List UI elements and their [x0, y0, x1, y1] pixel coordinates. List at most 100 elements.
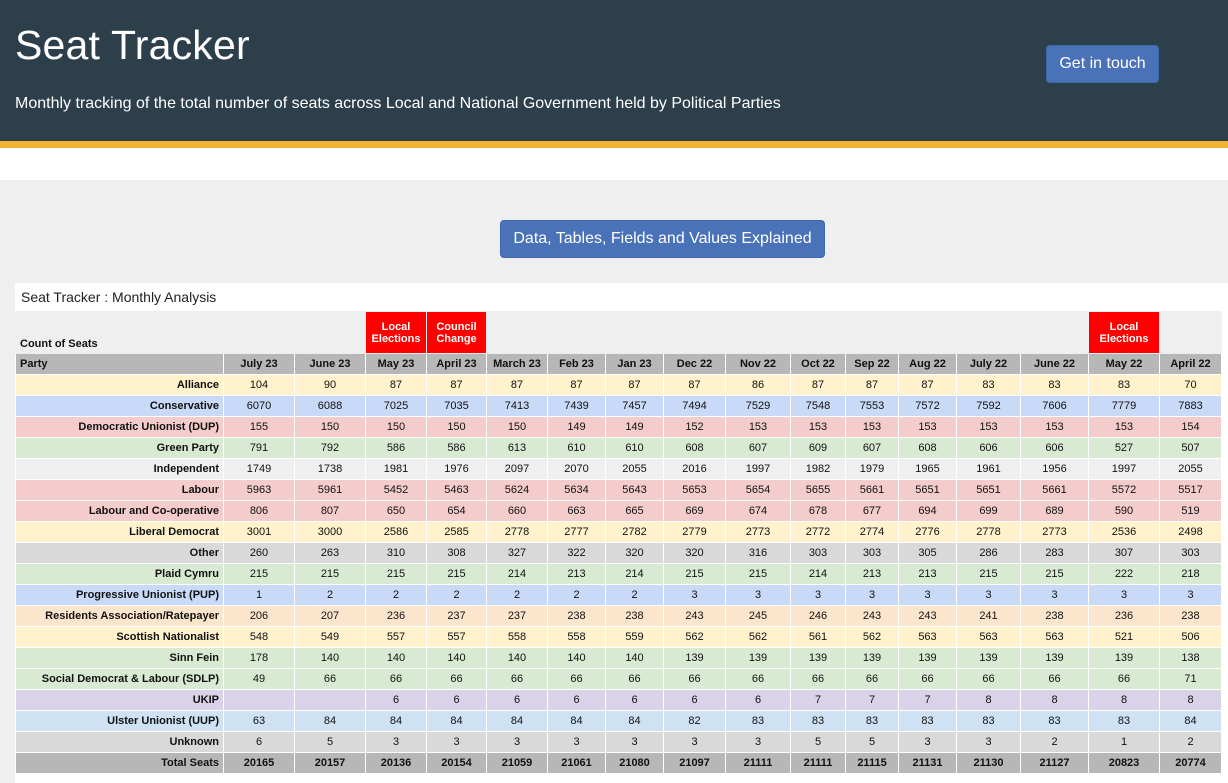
- seat-count-cell: 84: [294, 710, 366, 732]
- seat-count-cell: 305: [898, 542, 957, 564]
- seat-count-cell: 215: [223, 563, 295, 585]
- seat-count-cell: 3: [1088, 584, 1160, 606]
- seat-count-cell: 6: [547, 689, 606, 711]
- seat-count-cell: 206: [223, 605, 295, 627]
- seat-count-cell: 6: [605, 689, 664, 711]
- seat-count-cell: 327: [486, 542, 548, 564]
- event-empty-cell: [547, 311, 606, 354]
- seat-count-cell: 87: [426, 374, 487, 396]
- seat-count-cell: 3001: [223, 521, 295, 543]
- table-row: Alliance 104 90 87 87 87 87 87 87 86 87 87 87 83 83 83 7…: [15, 374, 1222, 396]
- seat-count-cell: 245: [725, 605, 791, 627]
- seat-count-cell: 2585: [426, 521, 487, 543]
- seat-count-cell: 87: [663, 374, 726, 396]
- seat-count-cell: 549: [294, 626, 366, 648]
- seat-count-cell: 87: [605, 374, 664, 396]
- seat-count-cell: 7529: [725, 395, 791, 417]
- seat-count-cell: 3: [1020, 584, 1089, 606]
- seat-count-cell: 237: [486, 605, 548, 627]
- seat-count-cell: 83: [956, 374, 1021, 396]
- seat-count-cell: 1956: [1020, 458, 1089, 480]
- seat-count-cell: 150: [486, 416, 548, 438]
- seat-count-cell: 548: [223, 626, 295, 648]
- seat-count-cell: 2773: [1020, 521, 1089, 543]
- seat-count-cell: 154: [1159, 416, 1222, 438]
- total-cell: 21061: [547, 752, 606, 774]
- seat-count-cell: 7553: [845, 395, 899, 417]
- seat-count-cell: 3: [790, 584, 846, 606]
- event-empty-cell: [725, 311, 791, 354]
- seat-count-cell: 2778: [486, 521, 548, 543]
- data-explained-button[interactable]: Data, Tables, Fields and Values Explaine…: [500, 220, 825, 258]
- event-empty-cell: [956, 311, 1021, 354]
- seat-count-cell: 527: [1088, 437, 1160, 459]
- seat-count-cell: 84: [486, 710, 548, 732]
- seat-count-cell: 310: [365, 542, 427, 564]
- seat-count-cell: 63: [223, 710, 295, 732]
- seat-count-cell: 213: [898, 563, 957, 585]
- table-row: Unknown 6 5 3 3 3 3 3 3 3 5 5 3 3 2 1 2: [15, 731, 1222, 753]
- seat-count-cell: 6: [486, 689, 548, 711]
- total-cell: 20157: [294, 752, 366, 774]
- seat-count-cell: 8: [1020, 689, 1089, 711]
- seat-count-cell: 607: [725, 437, 791, 459]
- seat-count-cell: 83: [956, 710, 1021, 732]
- seat-count-cell: 586: [426, 437, 487, 459]
- seat-count-cell: 2774: [845, 521, 899, 543]
- seat-count-cell: 83: [1020, 710, 1089, 732]
- event-empty-cell: [486, 311, 548, 354]
- event-empty-cell: [845, 311, 899, 354]
- seat-count-cell: 3: [547, 731, 606, 753]
- seat-count-cell: 3: [845, 584, 899, 606]
- column-header: June 23: [294, 353, 366, 375]
- seat-count-cell: 2536: [1088, 521, 1160, 543]
- seat-count-cell: 153: [956, 416, 1021, 438]
- seat-count-cell: 590: [1088, 500, 1160, 522]
- seat-count-cell: 699: [956, 500, 1021, 522]
- seat-count-cell: 140: [486, 647, 548, 669]
- total-cell: 20823: [1088, 752, 1160, 774]
- seat-count-cell: 3000: [294, 521, 366, 543]
- seat-count-cell: 83: [1088, 374, 1160, 396]
- seat-count-cell: 1965: [898, 458, 957, 480]
- seat-count-cell: 7779: [1088, 395, 1160, 417]
- seat-count-cell: 5661: [1020, 479, 1089, 501]
- total-cell: 21059: [486, 752, 548, 774]
- seat-count-cell: 1738: [294, 458, 366, 480]
- seat-count-cell: 1749: [223, 458, 295, 480]
- seat-count-cell: 674: [725, 500, 791, 522]
- seat-count-cell: 7025: [365, 395, 427, 417]
- seat-count-cell: 70: [1159, 374, 1222, 396]
- seat-count-cell: 214: [605, 563, 664, 585]
- seat-count-cell: 308: [426, 542, 487, 564]
- seat-count-cell: 5: [294, 731, 366, 753]
- party-name: Ulster Unionist (UUP): [15, 710, 224, 732]
- seat-count-cell: 238: [1159, 605, 1222, 627]
- total-cell: 21130: [956, 752, 1021, 774]
- seat-count-cell: 5961: [294, 479, 366, 501]
- seat-count-cell: 1979: [845, 458, 899, 480]
- seat-count-cell: 2: [486, 584, 548, 606]
- header-accent-stripe: [0, 141, 1228, 148]
- seat-count-cell: 5452: [365, 479, 427, 501]
- event-empty-cell: [1020, 311, 1089, 354]
- seat-count-cell: 607: [845, 437, 899, 459]
- seat-count-cell: 241: [956, 605, 1021, 627]
- seat-count-cell: 3: [898, 731, 957, 753]
- seat-count-cell: 153: [1088, 416, 1160, 438]
- seat-count-cell: 5651: [956, 479, 1021, 501]
- seat-count-cell: 519: [1159, 500, 1222, 522]
- table-row: Social Democrat & Labour (SDLP) 49 66 66 66 6…: [15, 668, 1222, 690]
- party-name: Labour: [15, 479, 224, 501]
- seat-count-cell: [294, 689, 366, 711]
- seat-count-cell: 243: [663, 605, 726, 627]
- panel-title: Seat Tracker : Monthly Analysis: [21, 289, 217, 305]
- seat-count-cell: 5: [790, 731, 846, 753]
- seat-count-cell: 83: [898, 710, 957, 732]
- seat-count-cell: 307: [1088, 542, 1160, 564]
- seat-count-cell: 149: [605, 416, 664, 438]
- get-in-touch-button[interactable]: Get in touch: [1046, 45, 1159, 83]
- seat-count-cell: 139: [790, 647, 846, 669]
- seat-count-cell: 7035: [426, 395, 487, 417]
- seat-count-cell: 83: [1020, 374, 1089, 396]
